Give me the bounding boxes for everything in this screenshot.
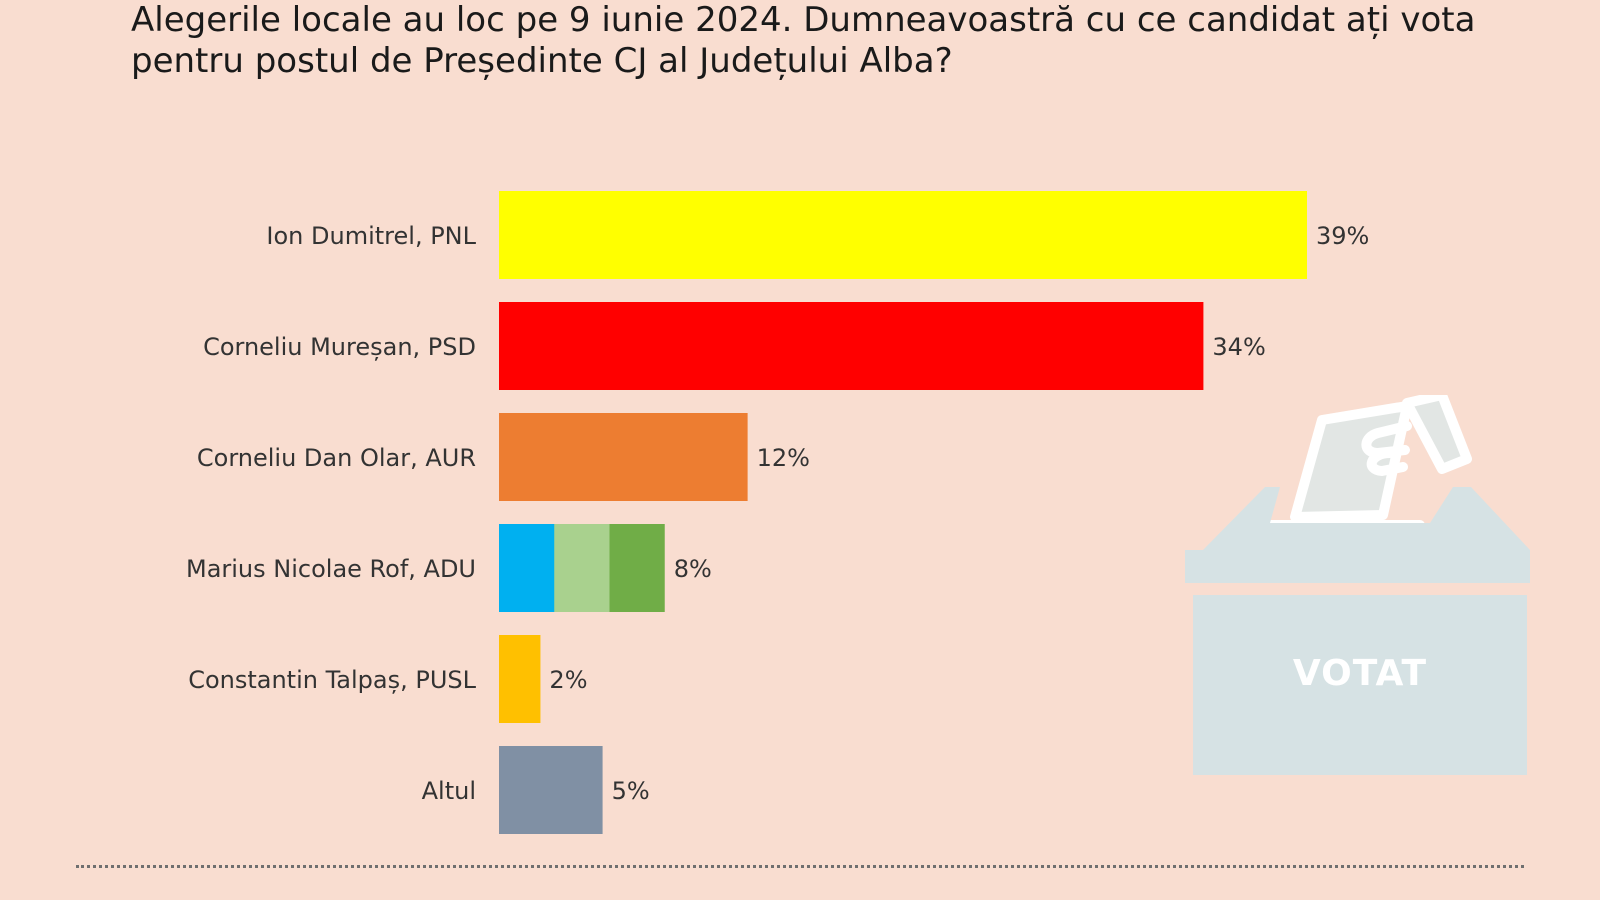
bar-segment [554,524,610,612]
bar [499,413,748,501]
bar [499,746,603,834]
category-label: Altul [422,777,476,805]
value-label: 2% [549,666,587,694]
divider [76,865,1524,868]
bar-segment [609,524,665,612]
ballot-paper-icon [1255,395,1472,530]
value-label: 39% [1316,222,1369,250]
bar [499,302,1204,390]
bar-chart: Ion Dumitrel, PNL 39% Corneliu Mureșan, PS… [186,191,1369,834]
bar-segment [499,524,555,612]
bar [499,191,1307,279]
chart-title: Alegerile locale au loc pe 9 iunie 2024.… [131,0,1476,81]
value-label: 8% [674,555,712,583]
category-label: Marius Nicolae Rof, ADU [186,555,476,583]
ballot-box-body [1193,595,1527,775]
bar [499,635,541,723]
category-label: Constantin Talpaș, PUSL [188,666,476,694]
ballot-box-lid [1185,487,1530,583]
votat-label: VOTAT [1293,653,1427,694]
value-label: 12% [757,444,810,472]
value-label: 5% [612,777,650,805]
category-label: Corneliu Dan Olar, AUR [197,444,476,472]
category-label: Corneliu Mureșan, PSD [203,333,476,361]
value-label: 34% [1212,333,1265,361]
ballot-box-icon: VOTAT [1185,395,1530,775]
category-label: Ion Dumitrel, PNL [266,222,476,250]
